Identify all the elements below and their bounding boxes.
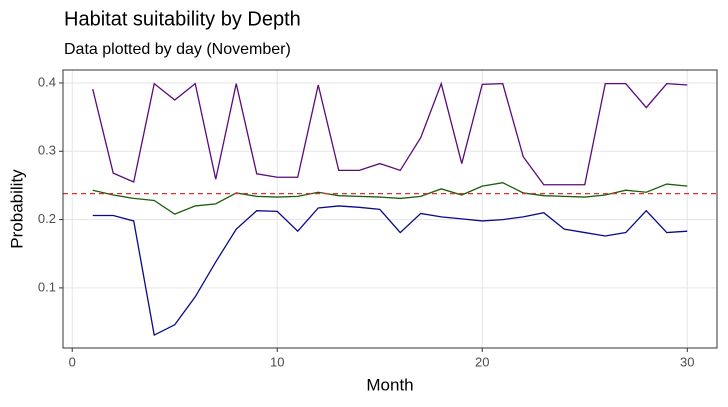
y-tick-label: 0.4 [38, 74, 56, 89]
series-line [92, 205, 688, 336]
x-tick-label: 0 [69, 354, 76, 369]
series-line [92, 81, 688, 186]
y-tick-label: 0.1 [38, 279, 56, 294]
series-line [92, 182, 688, 215]
x-tick-label: 10 [270, 354, 284, 369]
y-tick-label: 0.3 [38, 143, 56, 158]
x-tick-label: 30 [680, 354, 694, 369]
plot-border [62, 69, 718, 349]
chart-subtitle: Data plotted by day (November) [64, 41, 291, 58]
x-tick-label: 20 [475, 354, 489, 369]
chart-title: Habitat suitability by Depth [64, 8, 301, 30]
y-axis-label: Probability [7, 169, 26, 249]
x-axis-label: Month [366, 375, 413, 394]
y-tick-label: 0.2 [38, 211, 56, 226]
